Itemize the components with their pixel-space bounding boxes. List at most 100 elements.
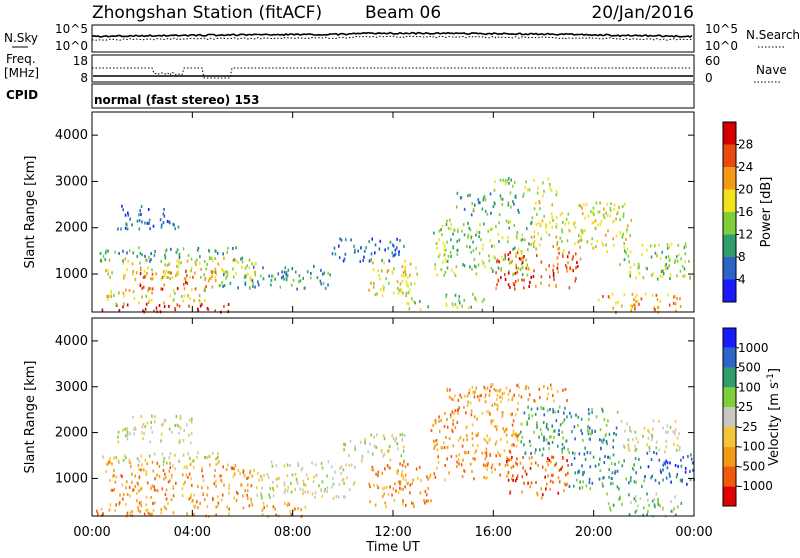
heatmap-cell (395, 436, 397, 440)
heatmap-cell (228, 512, 230, 516)
heatmap-cell (476, 230, 478, 234)
heatmap-cell (566, 269, 568, 273)
heatmap-cell (471, 432, 474, 436)
heatmap-cell (477, 198, 480, 202)
heatmap-cell (404, 478, 407, 482)
heatmap-cell (143, 512, 146, 516)
heatmap-cell (343, 442, 345, 446)
heatmap-cell (494, 402, 496, 406)
heatmap-cell (372, 285, 375, 289)
heatmap-cell (186, 512, 188, 516)
heatmap-cell (678, 448, 681, 452)
heatmap-cell (523, 481, 525, 485)
heatmap-cell (123, 276, 125, 280)
heatmap-cell (612, 481, 614, 485)
heatmap-cell (450, 415, 452, 419)
heatmap-cell (531, 414, 534, 418)
heatmap-cell (490, 266, 493, 270)
heatmap-cell (183, 482, 185, 486)
heatmap-cell (521, 278, 523, 282)
heatmap-cell (188, 497, 191, 501)
heatmap-cell (479, 394, 481, 398)
heatmap-cell (469, 401, 472, 405)
heatmap-cell (395, 489, 397, 493)
heatmap-cell (458, 238, 461, 242)
heatmap-cell (444, 258, 447, 261)
heatmap-cell (126, 437, 128, 441)
heatmap-cell (254, 262, 257, 266)
heatmap-cell (493, 255, 495, 259)
heatmap-cell (322, 282, 325, 285)
heatmap-cell (668, 264, 670, 268)
heatmap-cell (503, 391, 506, 395)
time-x-axis: 00:00 04:00 08:00 12:00 16:00 20:00 00:00 (73, 112, 713, 540)
heatmap-cell (258, 478, 260, 482)
heatmap-cell (228, 483, 230, 487)
heatmap-cell (485, 454, 488, 458)
heatmap-cell (150, 277, 152, 281)
heatmap-cell (517, 208, 519, 212)
heatmap-cell (635, 299, 637, 303)
heatmap-cell (523, 286, 525, 290)
heatmap-cell (630, 304, 632, 308)
heatmap-cell (188, 472, 191, 476)
heatmap-cell (383, 486, 386, 490)
heatmap-cell (391, 251, 394, 255)
heatmap-cell (648, 503, 650, 507)
heatmap-cell (511, 434, 513, 437)
heatmap-cell (543, 413, 546, 417)
heatmap-cell (190, 477, 192, 481)
heatmap-cell (206, 505, 209, 509)
heatmap-cell (536, 425, 538, 429)
heatmap-cell (623, 246, 625, 250)
heatmap-cell (456, 305, 459, 309)
heatmap-cell (679, 305, 682, 308)
heatmap-cell (375, 445, 378, 449)
heatmap-cell (612, 445, 614, 449)
heatmap-cell (189, 275, 191, 279)
heatmap-cell (614, 471, 616, 475)
x-tick-label: 20:00 (575, 525, 612, 540)
heatmap-cell (578, 203, 581, 207)
heatmap-cell (676, 448, 678, 452)
heatmap-cell (507, 398, 510, 402)
heatmap-cell (200, 303, 203, 307)
heatmap-cell (522, 456, 524, 459)
heatmap-cell (286, 474, 289, 478)
heatmap-cell (194, 287, 197, 291)
heatmap-cell (236, 492, 239, 496)
heatmap-cell (426, 475, 428, 479)
heatmap-cell (494, 425, 496, 428)
heatmap-cell (204, 286, 206, 290)
heatmap-cell (534, 451, 536, 455)
heatmap-cell (669, 258, 671, 262)
heatmap-cell (224, 270, 227, 274)
heatmap-cell (454, 303, 457, 306)
heatmap-cell (563, 482, 566, 486)
heatmap-cell (168, 262, 171, 266)
heatmap-cell (510, 178, 512, 182)
heatmap-cell (587, 432, 590, 436)
heatmap-cell (386, 485, 388, 489)
heatmap-cell (652, 272, 654, 276)
heatmap-cell (397, 447, 399, 451)
heatmap-cell (599, 438, 601, 442)
heatmap-cell (466, 438, 468, 442)
heatmap-cell (635, 448, 637, 452)
heatmap-cell (127, 260, 129, 263)
heatmap-cell (196, 500, 198, 504)
heatmap-cell (463, 207, 466, 211)
heatmap-cell (122, 249, 124, 253)
heatmap-cell (398, 480, 400, 484)
heatmap-cell (392, 437, 395, 440)
freq-label: Freq. (6, 52, 36, 66)
heatmap-cell (231, 466, 234, 470)
heatmap-cell (138, 501, 141, 505)
heatmap-cell (172, 222, 174, 226)
heatmap-cell (585, 203, 588, 207)
heatmap-cell (621, 235, 624, 239)
heatmap-cell (563, 411, 565, 415)
heatmap-cell (300, 508, 302, 512)
heatmap-cell (613, 203, 616, 207)
heatmap-cell (132, 251, 135, 255)
